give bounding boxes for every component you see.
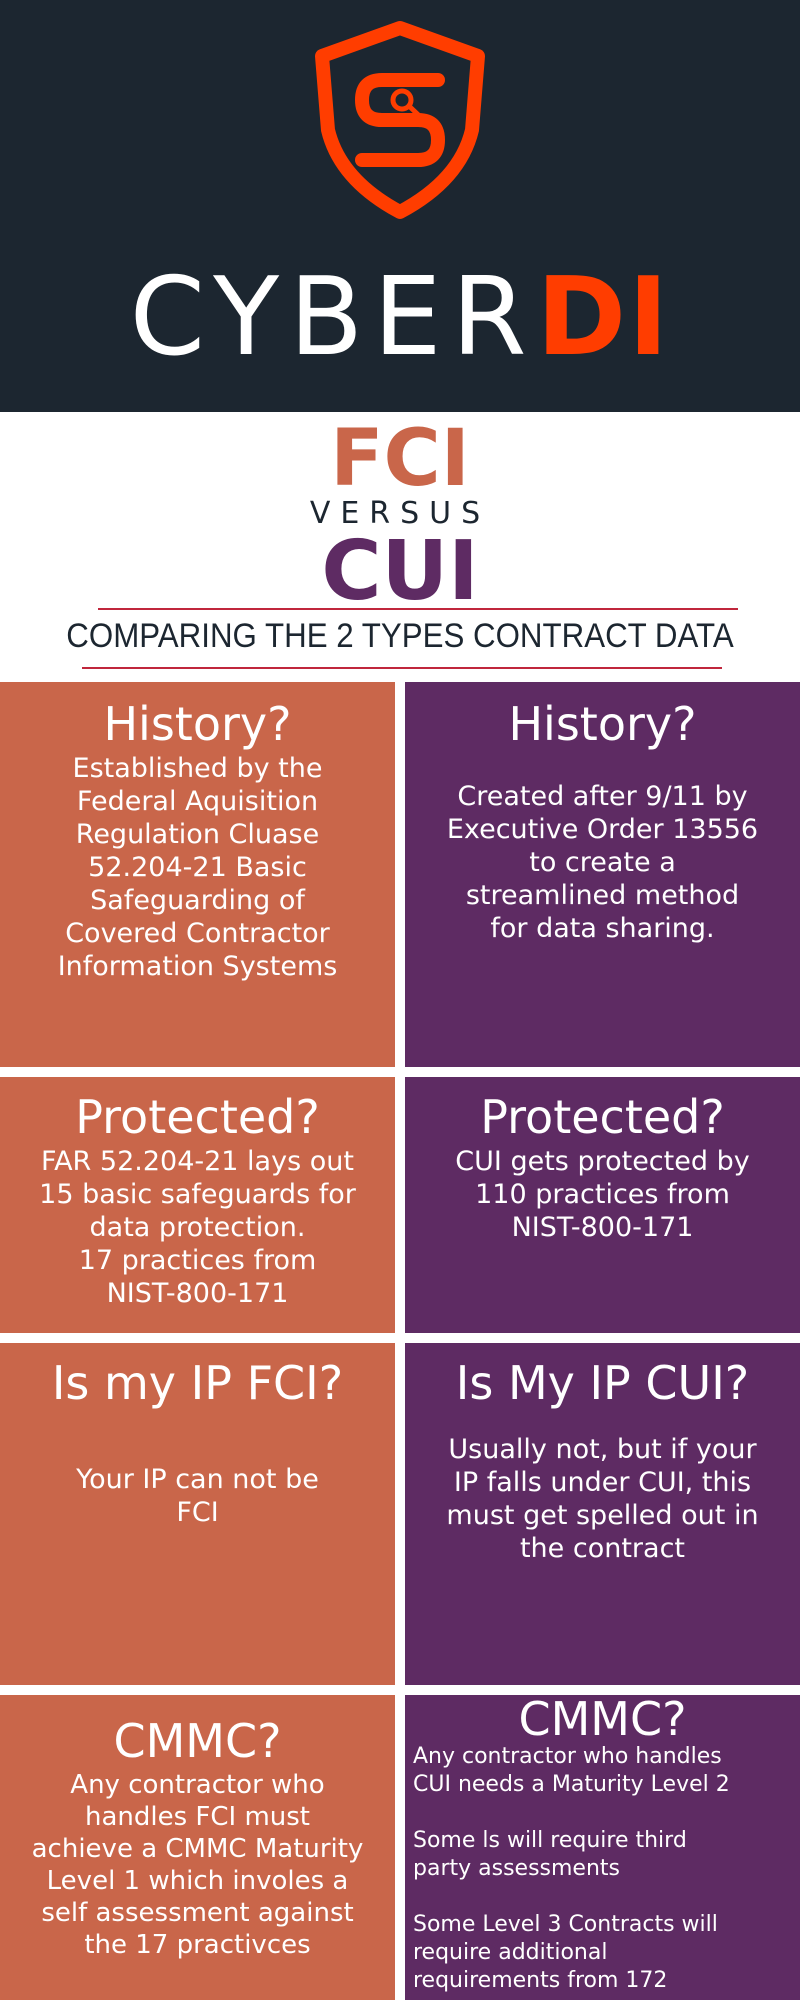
divider-top [98, 608, 738, 610]
cui-protected-body: CUI gets protected by 110 practices from… [455, 1146, 750, 1243]
cui-history-card: History? Created after 9/11 by Executive… [405, 682, 800, 1067]
fci-protected-body: FAR 52.204-21 lays out 15 basic safeguar… [39, 1146, 356, 1309]
fci-ip-body: Your IP can not be FCI [76, 1464, 319, 1528]
fci-history-heading: History? [103, 697, 292, 751]
versus-label: VERSUS [309, 496, 491, 531]
cui-cmmc-heading: CMMC? [518, 1695, 687, 1746]
brand-wordmark: CYBERDI [0, 258, 800, 378]
brand-wordmark-accent: DI [536, 255, 671, 380]
fci-title: FCI [330, 414, 470, 504]
cui-title: CUI [321, 524, 479, 619]
cui-ip-card: Is My IP CUI? Usually not, but if your I… [405, 1343, 800, 1685]
fci-cmmc-card: CMMC? Any contractor who handles FCI mus… [0, 1695, 395, 2000]
brand-wordmark-light: CYBER [129, 255, 537, 380]
cui-cmmc-body: Any contractor who handles CUI needs a M… [413, 1744, 730, 1993]
fci-protected-heading: Protected? [75, 1090, 320, 1144]
cui-protected-heading: Protected? [480, 1090, 725, 1144]
fci-ip-heading: Is my IP FCI? [51, 1356, 344, 1410]
fci-cmmc-heading: CMMC? [113, 1714, 282, 1768]
fci-cmmc-body: Any contractor who handles FCI must achi… [31, 1770, 364, 1960]
divider-bottom [82, 667, 722, 669]
cui-ip-heading: Is My IP CUI? [455, 1356, 750, 1410]
title-section: FCI VERSUS CUI COMPARING THE 2 TYPES CON… [0, 412, 800, 682]
fci-ip-card: Is my IP FCI? Your IP can not be FCI [0, 1343, 395, 1685]
fci-protected-card: Protected? FAR 52.204-21 lays out 15 bas… [0, 1077, 395, 1333]
subtitle: COMPARING THE 2 TYPES CONTRACT DATA [66, 617, 734, 655]
fci-history-body: Established by the Federal Aquisition Re… [57, 753, 338, 982]
cui-ip-body: Usually not, but if your IP falls under … [446, 1434, 759, 1564]
fci-history-card: History? Established by the Federal Aqui… [0, 682, 395, 1067]
brand-header: CYBERDI [0, 0, 800, 412]
cui-cmmc-card: CMMC? Any contractor who handles CUI nee… [405, 1695, 800, 2000]
cui-history-heading: History? [508, 697, 697, 751]
cui-history-body: Created after 9/11 by Executive Order 13… [446, 781, 759, 944]
shield-s-circuit-icon [315, 21, 485, 219]
cui-protected-card: Protected? CUI gets protected by 110 pra… [405, 1077, 800, 1333]
